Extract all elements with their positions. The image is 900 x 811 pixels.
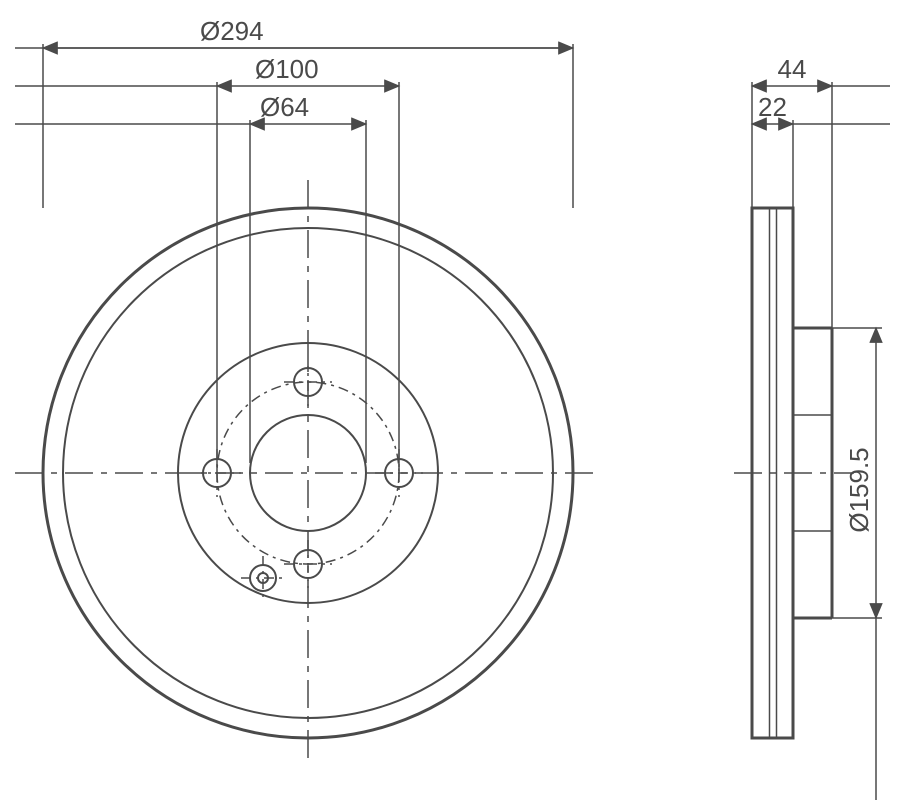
drawing-stage: Ø294 Ø100 Ø64 44 22 Ø159.5 xyxy=(0,0,900,811)
svg-text:44: 44 xyxy=(778,54,807,84)
svg-text:Ø64: Ø64 xyxy=(260,92,309,122)
svg-text:22: 22 xyxy=(758,92,787,122)
svg-text:Ø159.5: Ø159.5 xyxy=(844,447,874,532)
svg-text:Ø294: Ø294 xyxy=(200,16,264,46)
svg-text:Ø100: Ø100 xyxy=(255,54,319,84)
